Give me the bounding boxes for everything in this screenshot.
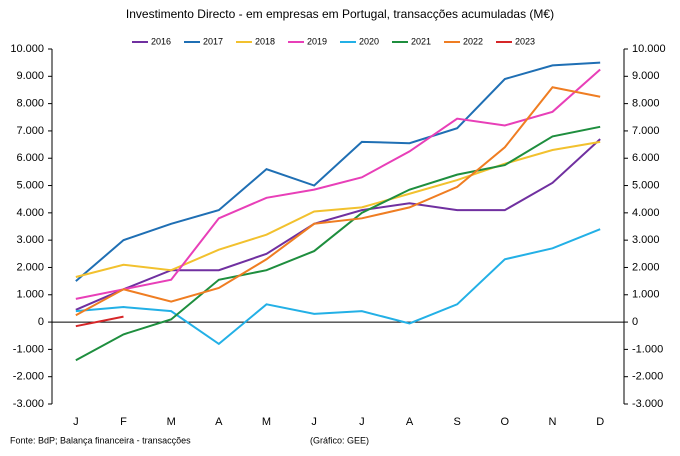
series-line: [75, 315, 124, 328]
y-tick-label: 9.000: [16, 70, 44, 82]
x-tick-label: A: [215, 416, 223, 428]
y-tick-label: 10.000: [10, 43, 44, 55]
y2-tick-label: 4.000: [632, 207, 660, 219]
legend-label: 2023: [515, 36, 535, 46]
x-tick-label: F: [120, 416, 127, 428]
series-line: [75, 86, 601, 317]
series-line: [75, 228, 601, 346]
x-tick-label: M: [262, 416, 271, 428]
y2-tick-label: 2.000: [632, 261, 660, 273]
x-tick-label: S: [453, 416, 460, 428]
x-tick-label: M: [167, 416, 176, 428]
y-tick-label: 2.000: [16, 261, 44, 273]
y-tick-label: 8.000: [16, 98, 44, 110]
x-tick-label: O: [501, 416, 510, 428]
series-line: [75, 138, 601, 311]
y-tick-label: -2.000: [13, 371, 44, 383]
y-tick-label: -1.000: [13, 343, 44, 355]
y2-tick-label: 9.000: [632, 70, 660, 82]
y-tick-label: 3.000: [16, 234, 44, 246]
legend-label: 2020: [359, 36, 379, 46]
y-tick-label: 5.000: [16, 179, 44, 191]
y2-tick-label: 6.000: [632, 152, 660, 164]
y-tick-label: 4.000: [16, 207, 44, 219]
credit-note: (Gráfico: GEE): [310, 435, 369, 445]
y2-tick-label: -3.000: [632, 398, 663, 410]
x-tick-label: A: [406, 416, 414, 428]
y2-tick-label: 0: [632, 316, 638, 328]
chart-title: Investimento Directo - em empresas em Po…: [126, 7, 554, 21]
y-tick-label: 6.000: [16, 152, 44, 164]
legend-label: 2021: [411, 36, 431, 46]
y-tick-label: -3.000: [13, 398, 44, 410]
series-line: [75, 68, 601, 300]
x-tick-label: J: [311, 416, 317, 428]
y-tick-label: 7.000: [16, 125, 44, 137]
y2-tick-label: 7.000: [632, 125, 660, 137]
x-tick-label: J: [73, 416, 79, 428]
y2-tick-label: -1.000: [632, 343, 663, 355]
legend-label: 2017: [203, 36, 223, 46]
series-line: [75, 125, 601, 362]
y2-tick-label: 1.000: [632, 289, 660, 301]
y2-tick-label: 3.000: [632, 234, 660, 246]
series-line: [75, 61, 601, 282]
legend-label: 2018: [255, 36, 275, 46]
y2-tick-label: 8.000: [632, 98, 660, 110]
x-tick-label: N: [549, 416, 557, 428]
y2-tick-label: 5.000: [632, 179, 660, 191]
x-tick-label: J: [359, 416, 365, 428]
legend-label: 2019: [307, 36, 327, 46]
series-line: [75, 140, 601, 278]
x-tick-label: D: [596, 416, 604, 428]
y2-tick-label: 10.000: [632, 43, 666, 55]
legend-label: 2022: [463, 36, 483, 46]
y2-tick-label: -2.000: [632, 371, 663, 383]
y-tick-label: 1.000: [16, 289, 44, 301]
legend-label: 2016: [151, 36, 171, 46]
source-note: Fonte: BdP; Balança financeira - transac…: [10, 435, 191, 445]
y-tick-label: 0: [38, 316, 44, 328]
